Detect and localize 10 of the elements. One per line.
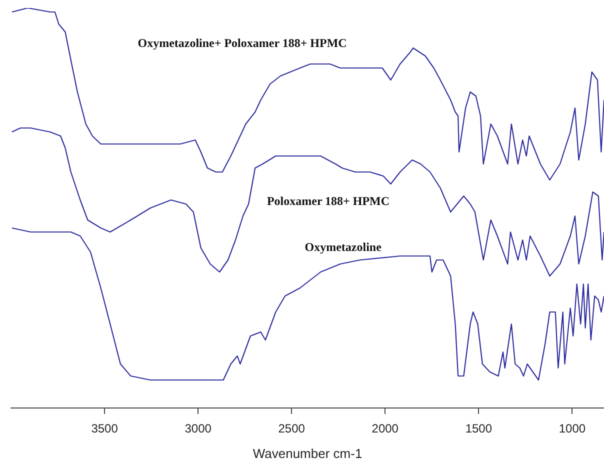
x-tick-label: 1000 [558,422,586,436]
x-tick-label: 3500 [91,422,118,436]
x-tick-label: 3000 [184,422,212,436]
series-label: Oxymetazoline+ Poloxamer 188+ HPMC [138,36,347,50]
x-tick-label: 2500 [278,422,306,436]
x-tick-label: 1500 [465,422,492,436]
series-label: Oxymetazoline [304,240,382,254]
x-axis-title: Wavenumber cm-1 [252,446,362,461]
series-label: Poloxamer 188+ HPMC [266,194,390,208]
x-tick-label: 2000 [372,422,399,436]
